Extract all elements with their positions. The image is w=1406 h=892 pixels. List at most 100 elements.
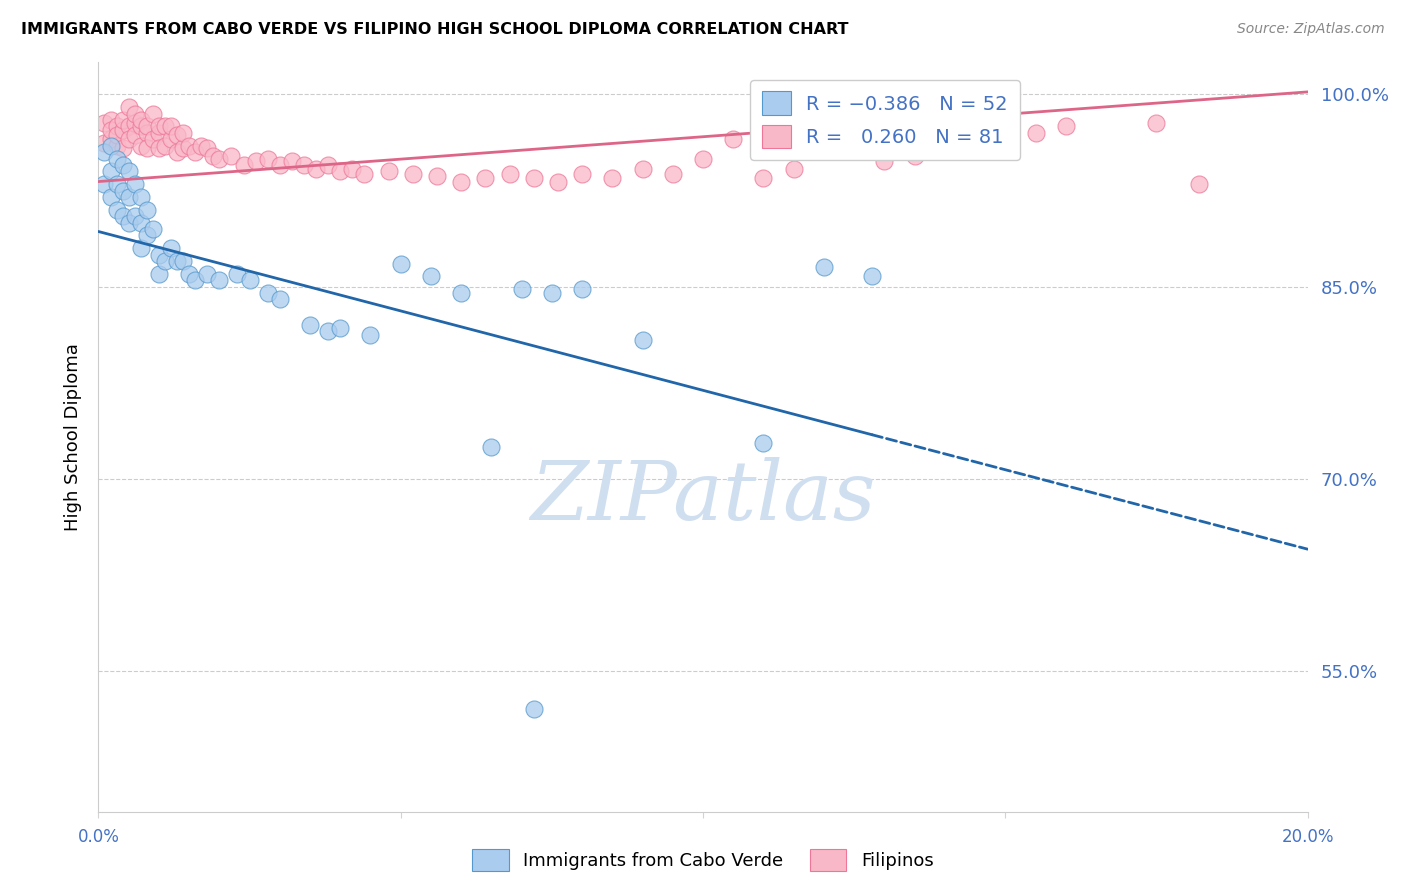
Point xyxy=(105,120,128,134)
Text: IMMIGRANTS FROM CABO VERDE VS FILIPINO HIGH SCHOOL DIPLOMA CORRELATION CHART: IMMIGRANTS FROM CABO VERDE VS FILIPINO H… xyxy=(21,22,849,37)
Point xyxy=(904,149,927,163)
Point xyxy=(305,161,328,176)
Point xyxy=(135,202,157,217)
Point xyxy=(692,152,714,166)
Point xyxy=(813,132,835,146)
Point xyxy=(100,190,122,204)
Point xyxy=(124,115,146,129)
Point xyxy=(100,164,122,178)
Point xyxy=(135,126,157,140)
Point xyxy=(571,282,593,296)
Point xyxy=(105,128,128,143)
Point xyxy=(160,120,183,134)
Point xyxy=(752,435,775,450)
Point xyxy=(148,267,170,281)
Point xyxy=(450,285,472,300)
Point xyxy=(316,325,339,339)
Point xyxy=(202,149,225,163)
Point xyxy=(118,164,141,178)
Point xyxy=(783,161,806,176)
Point xyxy=(571,167,593,181)
Point xyxy=(813,260,835,275)
Point xyxy=(160,132,183,146)
Point xyxy=(269,158,291,172)
Point xyxy=(195,141,218,155)
Text: 20.0%: 20.0% xyxy=(1281,829,1334,847)
Point xyxy=(105,152,128,166)
Point xyxy=(844,128,866,143)
Point xyxy=(1054,120,1077,134)
Point xyxy=(602,170,624,185)
Point xyxy=(1024,126,1046,140)
Point xyxy=(142,222,165,236)
Point xyxy=(118,100,141,114)
Point xyxy=(420,269,443,284)
Point xyxy=(179,138,201,153)
Point xyxy=(1188,177,1211,191)
Point xyxy=(232,158,254,172)
Point xyxy=(111,113,134,128)
Legend: R = −0.386   N = 52, R =   0.260   N = 81: R = −0.386 N = 52, R = 0.260 N = 81 xyxy=(749,79,1019,161)
Point xyxy=(166,145,188,160)
Point xyxy=(124,128,146,143)
Point xyxy=(153,120,176,134)
Point xyxy=(934,138,956,153)
Point xyxy=(360,328,382,343)
Point xyxy=(166,254,188,268)
Point xyxy=(450,175,472,189)
Point xyxy=(342,161,364,176)
Text: Source: ZipAtlas.com: Source: ZipAtlas.com xyxy=(1237,22,1385,37)
Point xyxy=(172,254,194,268)
Point xyxy=(135,141,157,155)
Point xyxy=(184,273,207,287)
Point xyxy=(723,132,745,146)
Point xyxy=(208,152,231,166)
Point xyxy=(118,215,141,229)
Point xyxy=(179,267,201,281)
Point xyxy=(752,170,775,185)
Point xyxy=(100,113,122,128)
Point xyxy=(631,161,654,176)
Point xyxy=(166,128,188,143)
Point xyxy=(256,285,278,300)
Point xyxy=(124,209,146,223)
Point xyxy=(111,158,134,172)
Point xyxy=(1144,115,1167,129)
Point xyxy=(129,120,152,134)
Point xyxy=(105,138,128,153)
Text: 0.0%: 0.0% xyxy=(77,829,120,847)
Point xyxy=(389,256,412,270)
Point xyxy=(523,170,546,185)
Point xyxy=(111,184,134,198)
Y-axis label: High School Diploma: High School Diploma xyxy=(63,343,82,531)
Point xyxy=(510,282,533,296)
Point xyxy=(105,177,128,191)
Point xyxy=(111,123,134,137)
Point xyxy=(226,267,249,281)
Point xyxy=(100,138,122,153)
Point xyxy=(208,273,231,287)
Point xyxy=(994,136,1017,150)
Point xyxy=(135,228,157,243)
Point xyxy=(245,154,267,169)
Point xyxy=(100,123,122,137)
Point xyxy=(124,106,146,120)
Point xyxy=(142,132,165,146)
Point xyxy=(299,318,322,332)
Point xyxy=(221,149,243,163)
Point xyxy=(129,215,152,229)
Point xyxy=(329,164,352,178)
Point xyxy=(172,126,194,140)
Text: ZIPatlas: ZIPatlas xyxy=(530,457,876,537)
Point xyxy=(860,269,883,284)
Point xyxy=(474,170,496,185)
Point xyxy=(111,141,134,155)
Point xyxy=(316,158,339,172)
Point xyxy=(129,241,152,255)
Point xyxy=(498,167,520,181)
Legend: Immigrants from Cabo Verde, Filipinos: Immigrants from Cabo Verde, Filipinos xyxy=(465,842,941,879)
Point xyxy=(148,126,170,140)
Point xyxy=(93,115,115,129)
Point xyxy=(329,320,352,334)
Point xyxy=(873,154,896,169)
